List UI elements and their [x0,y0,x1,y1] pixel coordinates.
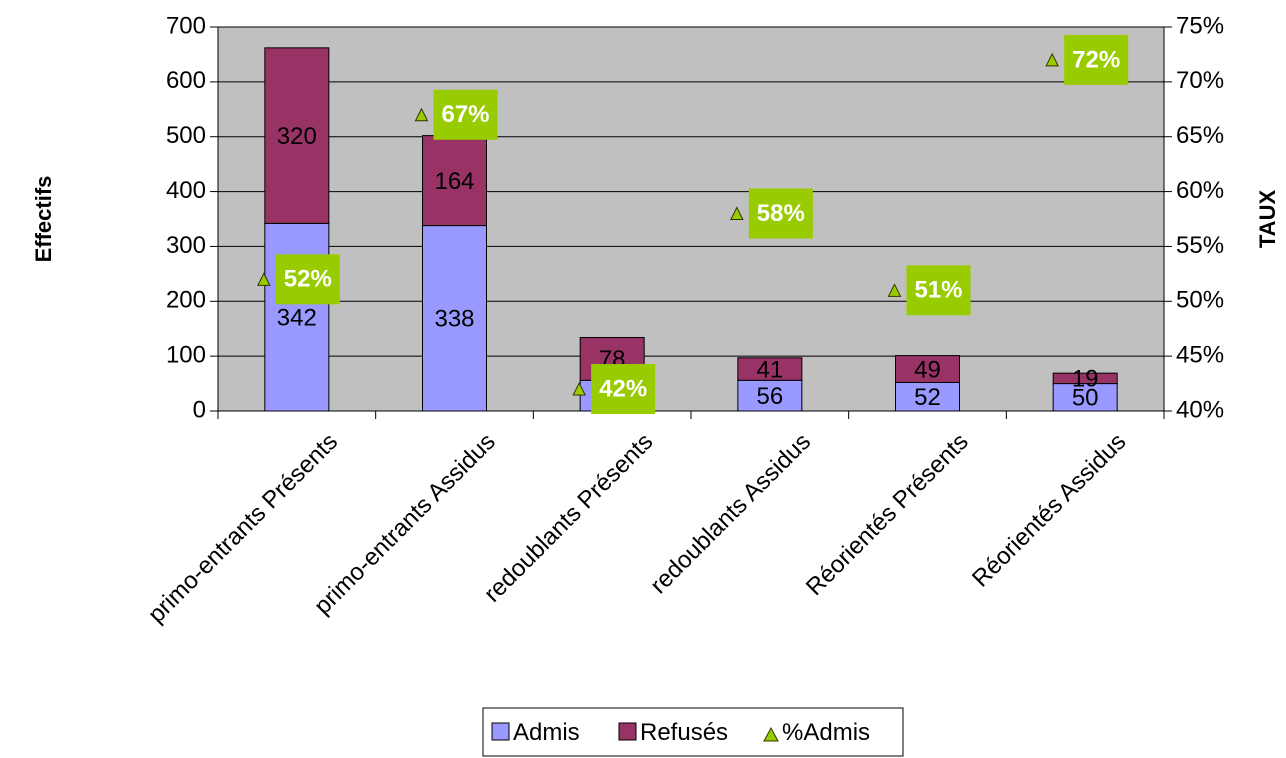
legend-label-refuses: Refusés [640,719,728,746]
legend-swatch-refuses [618,722,637,741]
data-labels: 34232052%33816467%567842%564158%524951%5… [275,34,1129,415]
label-refuses: 19 [1072,366,1099,393]
label-admis: 338 [434,306,474,333]
marker-pct-admis [887,283,902,297]
gridlines [218,26,1164,357]
axes [210,26,1172,419]
y2-tick-label: 70% [1176,67,1224,94]
bar-admis [422,225,487,412]
marker-pct-admis [257,272,271,286]
label-pct-admis: 42% [599,375,647,402]
rate-markers [257,52,1059,396]
y2-axis-title: TAUX [1255,190,1280,249]
category-label: redoublants Assidus [645,428,816,599]
y-tick-label: 0 [193,396,206,423]
y-tick-label: 700 [166,12,206,39]
marker-pct-admis [1045,52,1059,67]
y2-tick-label: 75% [1176,12,1224,39]
label-refuses: 164 [434,168,474,195]
y2-tick-label: 40% [1176,396,1224,423]
legend-swatch-admis [491,722,510,741]
marker-pct-admis [572,381,586,396]
category-label: Réorientés Présents [801,428,974,601]
label-box-pct [591,364,656,415]
label-box-pct [275,254,340,305]
legend-label-pct: %Admis [782,719,870,746]
label-admis: 50 [1072,385,1099,412]
label-pct-admis: 67% [441,101,489,128]
bar-refuses [264,47,330,224]
label-admis: 342 [277,305,317,332]
label-pct-admis: 58% [757,200,805,227]
bar-refuses [737,357,803,381]
category-label: primo-entrants Assidus [309,428,501,620]
y-tick-label: 400 [166,177,206,204]
y2-tick-label: 50% [1176,287,1224,314]
y-axis-title: Effectifs [31,176,56,263]
category-label: Réorientés Assidus [967,428,1131,592]
plot-area [218,27,1164,411]
label-box-pct [748,188,813,239]
label-pct-admis: 52% [284,266,332,293]
label-box-pct [433,89,498,140]
bar-refuses [422,135,487,227]
y2-tick-label: 55% [1176,232,1224,259]
bar-refuses [895,355,960,383]
y-tick-label: 300 [166,232,206,259]
legend-marker-pct [763,726,779,742]
bars [264,47,1118,412]
legend: Admis Refusés %Admis [482,707,904,757]
tick-labels: 0 100 200 300 400 500 600 700 40% 45% 50% 55% 60% 65%… [166,12,1224,423]
y-tick-label: 500 [166,122,206,149]
bar-admis [1052,383,1118,412]
marker-pct-admis [414,107,429,122]
y-tick-label: 600 [166,67,206,94]
label-refuses: 41 [756,356,783,383]
legend-label-admis: Admis [513,719,580,746]
y2-tick-label: 60% [1176,177,1224,204]
label-refuses: 49 [914,356,941,383]
marker-pct-admis [730,206,744,221]
y-tick-label: 200 [166,287,206,314]
label-admis: 52 [914,384,941,411]
y2-tick-label: 65% [1176,122,1224,149]
y2-tick-label: 45% [1176,341,1224,368]
category-label: redoublants Présents [479,428,658,607]
label-admis: 56 [756,383,783,410]
y-tick-label: 100 [166,341,206,368]
label-box-pct [1064,34,1129,85]
label-pct-admis: 72% [1072,46,1120,73]
label-refuses: 320 [277,123,317,150]
bar-refuses [1052,372,1118,385]
label-box-pct [906,265,971,316]
label-pct-admis: 51% [914,277,962,304]
legend-box [482,707,904,757]
bar-admis [737,379,803,412]
